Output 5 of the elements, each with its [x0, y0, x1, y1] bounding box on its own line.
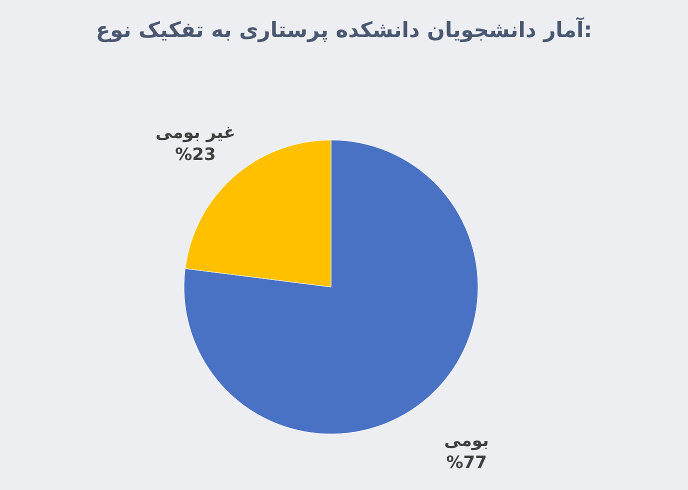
slice-label: بومی — [444, 430, 489, 451]
slice-label: غیر بومی — [156, 123, 236, 144]
data-label: %23 — [175, 145, 216, 166]
chart-title: آمار دانشجویان دانشکده پرستاری به تفکیک نوع: — [96, 16, 592, 43]
data-label: %77 — [446, 452, 487, 473]
